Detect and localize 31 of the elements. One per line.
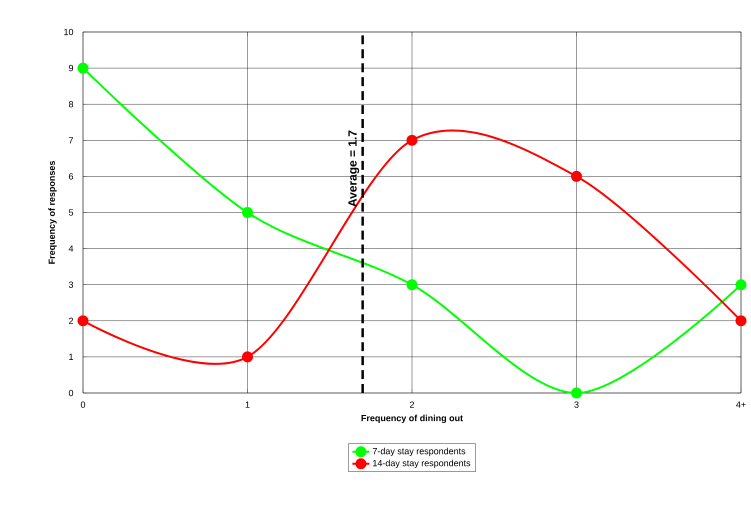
y-tick-label: 8 [68,101,74,108]
y-tick-label: 6 [68,173,74,180]
point [78,62,88,74]
x-tick-label: 4+ [736,402,746,408]
point [78,315,88,326]
y-axis-title: Frequency of responses [48,161,57,264]
y-tick-label: 1 [69,354,74,360]
point [736,279,746,290]
y-tick-label: 5 [68,209,74,216]
y-tick-label: 0 [68,390,74,396]
point [736,315,746,326]
y-tick-label: 10 [64,28,74,36]
y-tick-label: 7 [68,137,74,144]
x-axis-title: Frequency of dining out [362,414,463,424]
point [242,207,253,218]
legend-label: 7-day stay respondents [372,448,466,456]
x-tick-label: 3 [574,401,579,408]
point [571,388,582,398]
y-tick-label: 3 [68,282,74,288]
point [406,279,418,290]
legend-label: 14-day stay respondents [373,460,470,468]
x-tick-label: 0 [80,401,86,408]
point [242,351,253,362]
ref-line-label: Average = 1.7 [348,130,360,207]
point [571,170,582,182]
y-tick-label: 4 [68,246,74,252]
x-tick-label: 1 [246,402,250,408]
y-tick-label: 2 [68,318,74,324]
y-tick-label: 9 [68,64,74,72]
x-tick-label: 2 [410,401,414,408]
point [406,134,418,146]
